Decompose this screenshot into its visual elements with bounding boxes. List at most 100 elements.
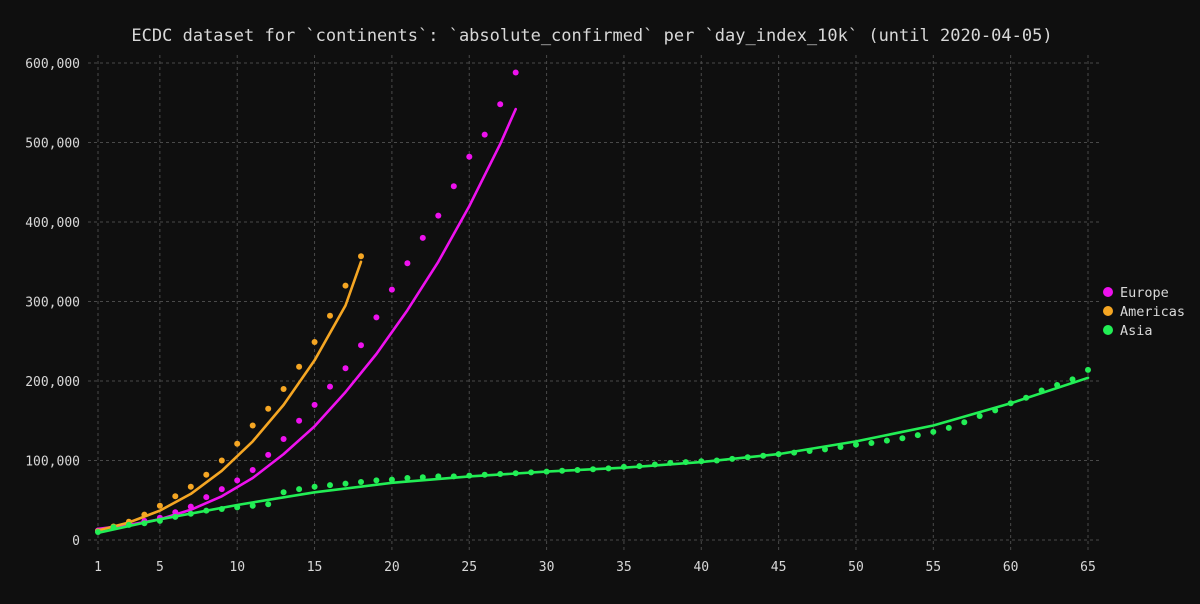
y-tick-label: 400,000 — [25, 216, 80, 231]
data-point-asia — [1038, 387, 1045, 394]
y-tick-label: 500,000 — [25, 137, 80, 152]
data-point-asia — [203, 507, 210, 514]
data-point-asia — [791, 449, 798, 456]
data-point-asia — [620, 463, 627, 470]
data-point-americas — [203, 471, 210, 478]
data-point-asia — [172, 513, 179, 520]
x-tick-label: 15 — [307, 560, 323, 575]
data-point-asia — [930, 428, 937, 435]
data-point-asia — [961, 419, 968, 426]
data-point-europe — [497, 101, 504, 108]
data-point-europe — [373, 314, 380, 321]
data-point-americas — [234, 440, 241, 447]
data-point-europe — [419, 234, 426, 241]
data-point-asia — [945, 424, 952, 431]
x-tick-label: 1 — [94, 560, 102, 575]
data-point-asia — [543, 468, 550, 475]
data-point-asia — [218, 506, 225, 512]
y-tick-label: 600,000 — [25, 57, 80, 72]
data-point-asia — [187, 510, 194, 517]
data-point-asia — [141, 520, 148, 527]
x-tick-label: 25 — [461, 560, 477, 575]
x-tick-label: 30 — [539, 560, 555, 575]
data-point-europe — [512, 69, 519, 76]
data-point-europe — [311, 401, 318, 408]
grid-lines — [88, 55, 1100, 552]
data-point-americas — [265, 405, 272, 412]
chart-title: ECDC dataset for `continents`: `absolute… — [131, 26, 1052, 46]
data-point-americas — [280, 386, 287, 392]
data-point-asia — [156, 517, 163, 524]
data-point-asia — [1007, 400, 1014, 407]
data-point-asia — [435, 473, 442, 480]
x-tick-label: 35 — [616, 560, 632, 575]
data-point-asia — [760, 452, 767, 459]
x-tick-label: 40 — [693, 560, 709, 575]
data-point-asia — [1023, 394, 1030, 401]
data-point-europe — [342, 365, 349, 372]
legend: Europe Americas Asia — [1103, 285, 1185, 339]
data-point-europe — [265, 451, 272, 458]
data-point-europe — [388, 286, 395, 293]
x-tick-label: 55 — [925, 560, 941, 575]
data-point-asia — [1085, 366, 1091, 373]
data-point-asia — [125, 521, 132, 528]
legend-label-europe: Europe — [1120, 285, 1169, 301]
data-point-asia — [481, 471, 488, 478]
data-point-asia — [419, 474, 426, 481]
data-point-asia — [651, 461, 658, 468]
data-point-asia — [388, 476, 395, 483]
data-point-europe — [218, 486, 225, 493]
data-point-europe — [327, 383, 333, 390]
data-point-asia — [466, 472, 473, 479]
y-tick-label: 100,000 — [25, 455, 80, 470]
data-point-asia — [450, 473, 457, 480]
data-point-americas — [141, 511, 148, 518]
data-point-americas — [172, 493, 179, 500]
series-line-europe — [96, 107, 517, 531]
data-point-asia — [311, 483, 318, 490]
data-point-americas — [296, 363, 303, 370]
data-point-asia — [698, 458, 705, 465]
data-point-asia — [682, 459, 689, 466]
data-point-asia — [667, 459, 674, 466]
y-tick-label: 200,000 — [25, 375, 80, 390]
data-point-europe — [450, 183, 457, 190]
data-point-americas — [358, 253, 364, 260]
data-point-asia — [636, 463, 643, 470]
x-tick-label: 65 — [1080, 560, 1096, 575]
data-point-europe — [187, 503, 194, 510]
data-point-asia — [497, 471, 504, 477]
data-point-europe — [404, 260, 411, 267]
x-tick-label: 10 — [229, 560, 245, 575]
data-point-asia — [590, 466, 596, 473]
data-point-asia — [265, 501, 272, 508]
legend-label-asia: Asia — [1120, 323, 1153, 339]
data-point-asia — [729, 455, 736, 462]
legend-label-americas: Americas — [1120, 304, 1185, 320]
data-point-asia — [806, 448, 813, 454]
data-point-americas — [327, 312, 333, 319]
legend-marker-asia — [1103, 325, 1113, 335]
data-point-europe — [296, 417, 303, 424]
data-point-asia — [574, 467, 581, 473]
data-point-asia — [342, 480, 349, 487]
data-point-asia — [404, 475, 411, 481]
data-point-asia — [1054, 382, 1061, 388]
data-point-asia — [914, 432, 921, 439]
data-point-asia — [744, 454, 751, 461]
legend-marker-americas — [1103, 306, 1113, 316]
data-point-europe — [203, 494, 210, 501]
data-point-asia — [559, 467, 566, 474]
x-tick-label: 20 — [384, 560, 400, 575]
data-point-americas — [187, 483, 194, 490]
data-point-asia — [373, 477, 380, 484]
data-point-americas — [311, 339, 318, 345]
data-point-europe — [280, 436, 287, 442]
x-tick-label: 60 — [1003, 560, 1019, 575]
data-point-americas — [342, 282, 349, 289]
data-point-europe — [234, 477, 241, 484]
data-point-asia — [899, 435, 906, 442]
data-point-asia — [234, 504, 241, 511]
